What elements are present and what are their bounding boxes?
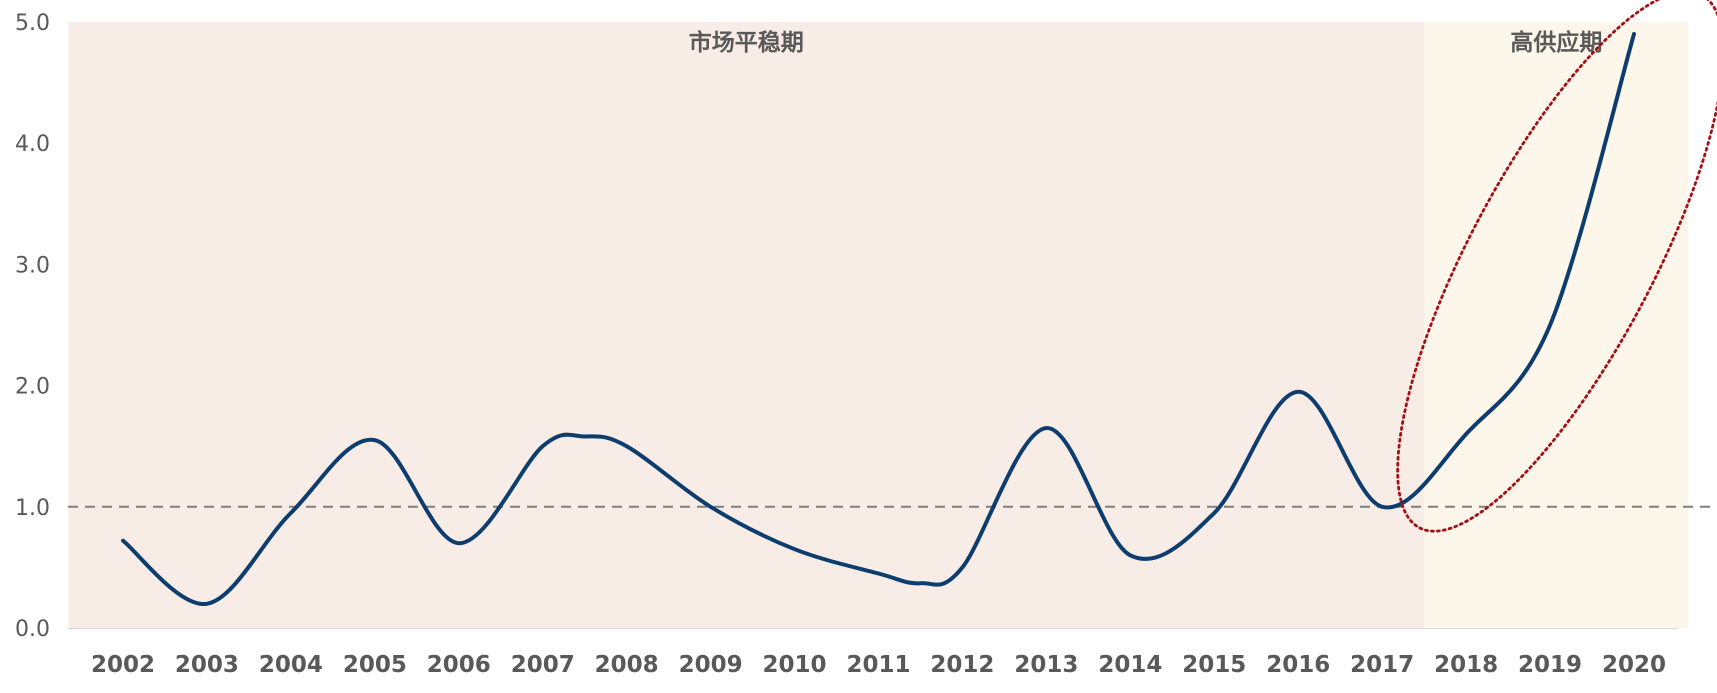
y-tick-label-5: 5.0 xyxy=(15,11,50,36)
y-tick-label-3: 3.0 xyxy=(15,253,50,278)
x-tick-label-2: 2004 xyxy=(259,652,323,678)
x-tick-label-16: 2018 xyxy=(1434,652,1498,678)
x-tick-label-18: 2020 xyxy=(1602,652,1666,678)
x-tick-label-3: 2005 xyxy=(343,652,407,678)
x-tick-label-9: 2011 xyxy=(846,652,910,678)
x-tick-label-6: 2008 xyxy=(595,652,659,678)
region-label-1: 高供应期 xyxy=(1510,29,1602,56)
x-tick-label-13: 2015 xyxy=(1182,652,1246,678)
x-tick-label-7: 2009 xyxy=(679,652,743,678)
region-band-1 xyxy=(1424,22,1689,628)
y-tick-label-1: 1.0 xyxy=(15,496,50,521)
highlight-ellipse xyxy=(1396,0,1717,533)
x-tick-label-12: 2014 xyxy=(1098,652,1162,678)
x-tick-label-4: 2006 xyxy=(427,652,491,678)
y-tick-label-4: 4.0 xyxy=(15,132,50,157)
y-tick-label-2: 2.0 xyxy=(15,375,50,400)
x-tick-label-1: 2003 xyxy=(175,652,239,678)
x-tick-label-5: 2007 xyxy=(511,652,575,678)
y-tick-label-0: 0.0 xyxy=(15,617,50,642)
region-label-0: 市场平稳期 xyxy=(689,29,804,56)
series-line-0 xyxy=(121,32,1636,606)
x-tick-label-17: 2019 xyxy=(1518,652,1582,678)
x-tick-label-11: 2013 xyxy=(1014,652,1078,678)
x-tick-label-0: 2002 xyxy=(91,652,155,678)
x-tick-label-8: 2010 xyxy=(763,652,827,678)
x-tick-label-15: 2017 xyxy=(1350,652,1414,678)
x-tick-label-14: 2016 xyxy=(1266,652,1330,678)
x-tick-label-10: 2012 xyxy=(930,652,994,678)
